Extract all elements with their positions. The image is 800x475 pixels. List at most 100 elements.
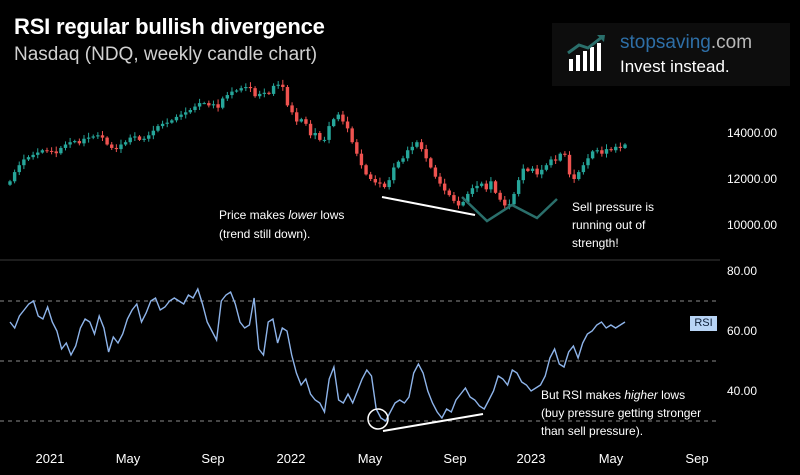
sell-pressure-line3: strength! [572, 236, 619, 250]
candle-body [68, 142, 72, 145]
brand-name: stopsaving.com [620, 32, 753, 53]
candle-body [59, 147, 63, 154]
candle-body [40, 150, 45, 153]
candle-body [614, 146, 618, 151]
candle-body [151, 130, 156, 136]
candle-body [294, 112, 299, 122]
candle-body [544, 165, 549, 170]
candle-body [341, 114, 345, 122]
candle-body [595, 150, 599, 152]
rsi-annotation-line3: than sell pressure). [541, 424, 643, 438]
candle-body [572, 174, 576, 179]
candle-body [110, 144, 114, 148]
candle-body [271, 85, 276, 94]
candle-body [387, 180, 391, 188]
candle-body [114, 147, 119, 150]
candle-body [456, 200, 461, 206]
candle-body [438, 176, 442, 184]
candle-body [12, 172, 17, 182]
candle-body [535, 168, 539, 175]
candle-body [147, 135, 151, 139]
candle-body [433, 167, 438, 177]
rsi-tag: RSI [690, 316, 717, 331]
candle-body [558, 153, 562, 161]
candle-body [123, 142, 128, 145]
candle-body [401, 158, 405, 162]
candle-body [410, 146, 414, 151]
candle-body [308, 123, 313, 136]
candle-body [577, 172, 581, 179]
candle-body [498, 192, 502, 200]
candle-body [553, 159, 558, 161]
candle-body [336, 114, 341, 120]
candle-body [392, 167, 396, 181]
candle-body [156, 126, 160, 131]
candle-body [22, 159, 26, 166]
candle-body [82, 138, 86, 144]
candle-body [31, 154, 35, 158]
chart-subtitle: Nasdaq (NDQ, weekly candle chart) [14, 44, 318, 65]
candle-body [45, 150, 49, 152]
candle-body [461, 202, 465, 206]
candle-body [73, 141, 77, 143]
x-axis-label: May [358, 451, 383, 466]
candle-body [313, 133, 317, 136]
candle-body [86, 137, 91, 139]
candle-body [322, 139, 327, 141]
candle-body [197, 103, 202, 107]
candle-body [193, 106, 197, 110]
rsi-low-circle [367, 408, 389, 430]
candle-body [119, 144, 123, 150]
candle-body [262, 92, 267, 94]
rsi-y-tick-label: 80.00 [727, 264, 757, 278]
candle-body [225, 95, 230, 99]
candle-body [230, 91, 234, 96]
rsi-higher-lows-line [382, 413, 484, 432]
candle-body [609, 149, 613, 151]
candle-body [405, 150, 410, 159]
candle-body [248, 87, 253, 89]
sell-pressure-line2: running out of [572, 218, 646, 232]
price-y-tick-label: 10000.00 [727, 218, 777, 232]
candle-body [216, 104, 220, 108]
candle-body [442, 183, 447, 191]
candle-body [234, 90, 239, 92]
brand-box[interactable]: stopsaving.com Invest instead. [552, 23, 790, 86]
chart-title: RSI regular bullish divergence [14, 14, 325, 39]
candle-body [516, 180, 521, 194]
candle-body [299, 119, 304, 122]
candle-body [521, 168, 525, 181]
candle-body [452, 195, 456, 201]
candle-body [382, 183, 387, 188]
x-axis-label: Sep [201, 451, 224, 466]
candle-body [604, 149, 609, 154]
rsi-y-tick-label: 60.00 [727, 324, 757, 338]
candle-body [327, 126, 331, 140]
candle-body [77, 141, 82, 144]
price-y-tick-label: 14000.00 [727, 126, 777, 140]
x-axis-label: 2022 [277, 451, 306, 466]
candle-body [567, 154, 572, 175]
x-axis-label: May [599, 451, 624, 466]
candle-body [350, 128, 354, 143]
candle-body [489, 181, 493, 190]
candle-body [618, 146, 623, 148]
candle-body [100, 135, 105, 138]
candle-body [105, 137, 109, 145]
sell-pressure-zigzag [461, 196, 558, 223]
rsi-annotation-line1: But RSI makes higher lows [541, 388, 685, 402]
candle-body [267, 92, 271, 94]
candle-body [475, 185, 479, 189]
candle-body [8, 181, 12, 185]
candle-body [364, 165, 368, 175]
candle-body [586, 158, 590, 166]
price-annotation-line1: Price makes lower lows [219, 208, 344, 222]
candle-body [207, 103, 211, 106]
candle-body [507, 204, 512, 206]
candle-body [91, 136, 95, 138]
x-axis-label: May [116, 451, 141, 466]
candle-body [276, 84, 280, 86]
candle-body [179, 114, 183, 117]
candle-body [512, 193, 516, 205]
bar-chart-growth-icon [567, 35, 605, 71]
